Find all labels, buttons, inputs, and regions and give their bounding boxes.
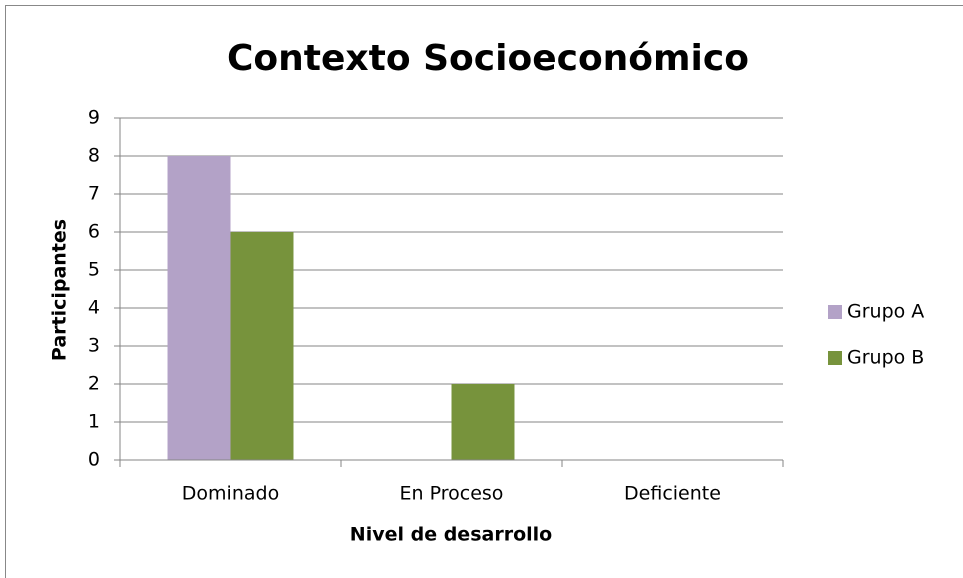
y-tick-label: 0 (88, 449, 100, 471)
y-tick-label: 4 (88, 297, 100, 319)
y-tick-label: 7 (88, 183, 100, 205)
x-axis-title: Nivel de desarrollo (350, 524, 552, 546)
legend-swatch (828, 351, 842, 365)
y-tick-label: 8 (88, 145, 100, 167)
y-tick-label: 5 (88, 259, 100, 281)
chart-title: Contexto Socioeconómico (227, 38, 749, 79)
legend-swatch (828, 305, 842, 319)
y-axis-title: Participantes (49, 219, 71, 361)
y-tick-label: 9 (88, 107, 100, 129)
y-tick-label: 3 (88, 335, 100, 357)
bar (451, 384, 515, 460)
y-tick-label: 1 (88, 411, 100, 433)
y-tick-label: 2 (88, 373, 100, 395)
x-tick-label: Dominado (182, 483, 279, 505)
bar (230, 232, 294, 460)
legend-label: Grupo B (847, 347, 924, 369)
x-tick-label: En Proceso (400, 483, 504, 505)
y-tick-label: 6 (88, 221, 100, 243)
bar (167, 156, 231, 460)
chart-border (5, 5, 963, 578)
legend-label: Grupo A (847, 301, 924, 323)
x-tick-label: Deficiente (624, 483, 721, 505)
